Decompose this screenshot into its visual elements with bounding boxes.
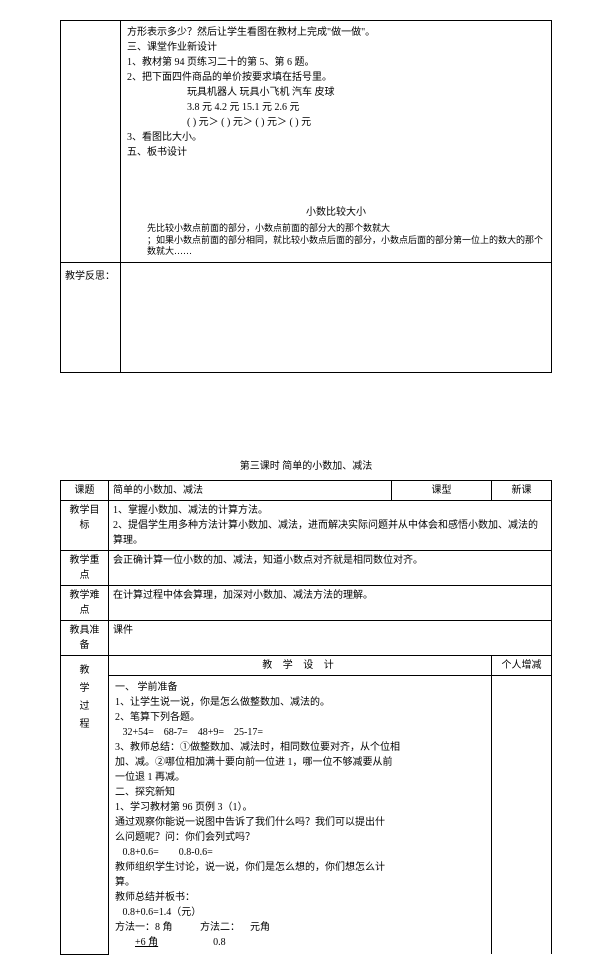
type-value: 新课 (492, 481, 552, 501)
page-spacer (60, 373, 552, 453)
key-label: 教学重点 (61, 551, 109, 586)
prep-value: 课件 (109, 621, 552, 656)
proc-14: 教师总结并板书： (115, 890, 485, 905)
topic-value: 简单的小数加、减法 (109, 481, 392, 501)
proc-15: 0.8+0.6=1.4（元） (115, 905, 485, 920)
top-line-see: 3、看图比大小。 (127, 130, 545, 145)
items-prices: 3.8 元 4.2 元 15.1 元 2.6 元 (127, 100, 545, 115)
proc-11: 0.8+0.6= 0.8-0.6= (115, 845, 485, 860)
addnote-header: 个人增减 (492, 656, 552, 676)
topic-label: 课题 (61, 481, 109, 501)
reflect-content-cell (121, 263, 552, 373)
proc-8: 1、学习教材第 96 页例 3（1）。 (115, 800, 485, 815)
proc-4: 3、教师总结：①做整数加、减法时，相同数位要对齐，从个位相 (115, 740, 485, 755)
diff-label: 教学难点 (61, 586, 109, 621)
items-header: 玩具机器人 玩具小飞机 汽车 皮球 (127, 85, 545, 100)
goal-label: 教学目标 (61, 501, 109, 551)
top-left-cell (61, 21, 121, 263)
proc-16: 方法一：8 角 方法二： 元角 (115, 920, 485, 935)
proc-2: 2、笔算下列各题。 (115, 710, 485, 725)
diff-value: 在计算过程中体会算理，加深对小数加、减法方法的理解。 (109, 586, 552, 621)
proc-6: 一位退 1 再减。 (115, 770, 485, 785)
top-content-cell: 方形表示多少？然后让学生看图在教材上完成"做一做"。 三、课堂作业新设计 1、教… (121, 21, 552, 263)
top-table: 方形表示多少？然后让学生看图在教材上完成"做一做"。 三、课堂作业新设计 1、教… (60, 20, 552, 373)
type-label: 课型 (392, 481, 492, 501)
design-header: 教 学 设 计 (109, 656, 492, 676)
rule-1: 先比较小数点前面的部分，小数点前面的部分大的那个数就大 (147, 223, 390, 233)
proc-10: 么问题呢？问：你们会列式吗？ (115, 830, 485, 845)
top-line-board: 五、板书设计 (127, 145, 545, 160)
top-line-0: 方形表示多少？然后让学生看图在教材上完成"做一做"。 (127, 25, 545, 40)
top-line-1: 三、课堂作业新设计 (127, 40, 545, 55)
reflect-label-cell: 教学反思： (61, 263, 121, 373)
lesson-table: 课题 简单的小数加、减法 课型 新课 教学目标 1、掌握小数加、减法的计算方法。… (60, 480, 552, 955)
proc-1: 1、让学生说一说，你是怎么做整数加、减法的。 (115, 695, 485, 710)
proc-9: 通过观察你能说一说图中告诉了我们什么吗？我们可以提出什 (115, 815, 485, 830)
goal-value: 1、掌握小数加、减法的计算方法。 2、提倡学生用多种方法计算小数加、减法，进而解… (109, 501, 552, 551)
board-heading: 小数比较大小 (127, 205, 545, 220)
reflect-label: 教学反思： (65, 265, 116, 288)
proc-13: 算。 (115, 875, 485, 890)
proc-label: 教 学 过 程 (61, 656, 109, 955)
proc-5: 加、减。②哪位相加满十要向前一位进 1，哪一位不够减要从前 (115, 755, 485, 770)
top-line-2: 1、教材第 94 页练习二十的第 5、第 6 题。 (127, 55, 545, 70)
proc-content: 一、 学前准备 1、让学生说一说，你是怎么做整数加、减法的。 2、笔算下列各题。… (109, 676, 492, 955)
proc-0: 一、 学前准备 (115, 680, 485, 695)
proc-12: 教师组织学生讨论，说一说，你们是怎么想的，你们想怎么计 (115, 860, 485, 875)
proc-7: 二、探究新知 (115, 785, 485, 800)
proc-3: 32+54= 68-7= 48+9= 25-17= (115, 725, 485, 740)
lesson-title: 第三课时 简单的小数加、减法 (60, 459, 552, 474)
prep-label: 教具准备 (61, 621, 109, 656)
top-line-3: 2、把下面四件商品的单价按要求填在括号里。 (127, 70, 545, 85)
key-value: 会正确计算一位小数的加、减法，知道小数点对齐就是相同数位对齐。 (109, 551, 552, 586)
items-brackets: ( ) 元＞ ( ) 元＞ ( ) 元＞ ( ) 元 (127, 115, 545, 130)
proc-17: +6 角 0.8 (115, 935, 485, 950)
rule-2: ；如果小数点前面的部分相同，就比较小数点后面的部分，小数点后面的部分第一位上的数… (147, 235, 543, 257)
addnote-cell (492, 676, 552, 955)
